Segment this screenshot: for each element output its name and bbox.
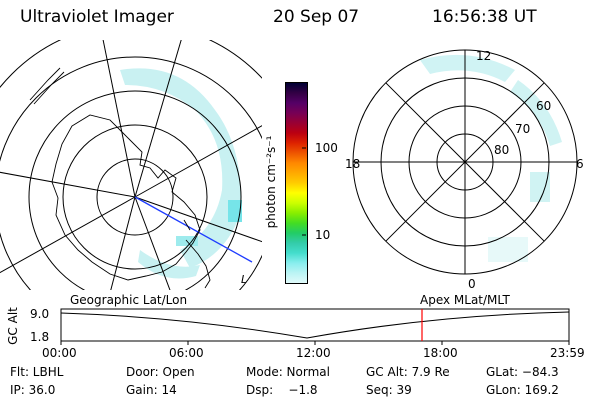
timeline-y-axis-label: GC Alt [6, 307, 20, 345]
colorbar [285, 82, 308, 284]
timeline-right-title: Apex MLat/MLT [420, 293, 510, 307]
colorbar-ticks [302, 147, 306, 236]
colorbar-tick-10: 10 [315, 228, 331, 242]
altitude-timeline [60, 308, 570, 345]
x-tick-1800: 18:00 [423, 346, 458, 360]
mlt-lines [353, 50, 577, 274]
altitude-curve [60, 311, 570, 339]
mlt-label-12: 12 [476, 49, 491, 63]
x-tick-1200: 12:00 [296, 346, 331, 360]
magnetic-map: 12 18 6 0 60 70 80 [345, 49, 584, 291]
mlt-label-6: 6 [576, 157, 584, 171]
colorbar-unit-label: photon cm⁻²s⁻¹ [264, 135, 278, 229]
x-tick-0600: 06:00 [169, 346, 204, 360]
timeline-left-title: Geographic Lat/Lon [70, 293, 188, 307]
info-dsp: Dsp: −1.8 [246, 383, 318, 397]
x-tick-2359: 23:59 [550, 346, 585, 360]
info-ip: IP: 36.0 [10, 383, 56, 397]
info-gain: Gain: 14 [126, 383, 177, 397]
timeline-y-tick-bottom: 1.8 [30, 330, 50, 344]
coastline [29, 67, 211, 289]
mlt-label-18: 18 [345, 157, 360, 171]
aurora-emission-right [420, 54, 562, 262]
colorbar-tick-100: 100 [315, 141, 338, 155]
x-tick-0000: 00:00 [42, 346, 77, 360]
mlt-label-0: 0 [468, 277, 476, 291]
timeline-y-tick-top: 9.0 [30, 307, 50, 321]
terminator-line [134, 196, 253, 263]
map-corner-label: L [241, 273, 247, 286]
info-mode: Mode: Normal [246, 365, 330, 379]
info-seq: Seq: 39 [366, 383, 412, 397]
info-flt: Flt: LBHL [10, 365, 64, 379]
mlat-label-80: 80 [494, 143, 509, 157]
info-glat: GLat: −84.3 [486, 365, 559, 379]
longitude-lines [0, 40, 262, 290]
info-gc-alt: GC Alt: 7.9 Re [366, 365, 450, 379]
date-label: 20 Sep 07 [273, 7, 360, 27]
info-glon: GLon: 169.2 [486, 383, 559, 397]
time-label: 16:56:38 UT [432, 7, 537, 27]
mlat-label-70: 70 [515, 122, 530, 136]
info-door: Door: Open [126, 365, 195, 379]
mlat-label-60: 60 [536, 99, 551, 113]
geographic-map: L [0, 40, 262, 290]
latitude-circles [0, 40, 262, 290]
app-title: Ultraviolet Imager [20, 7, 174, 27]
